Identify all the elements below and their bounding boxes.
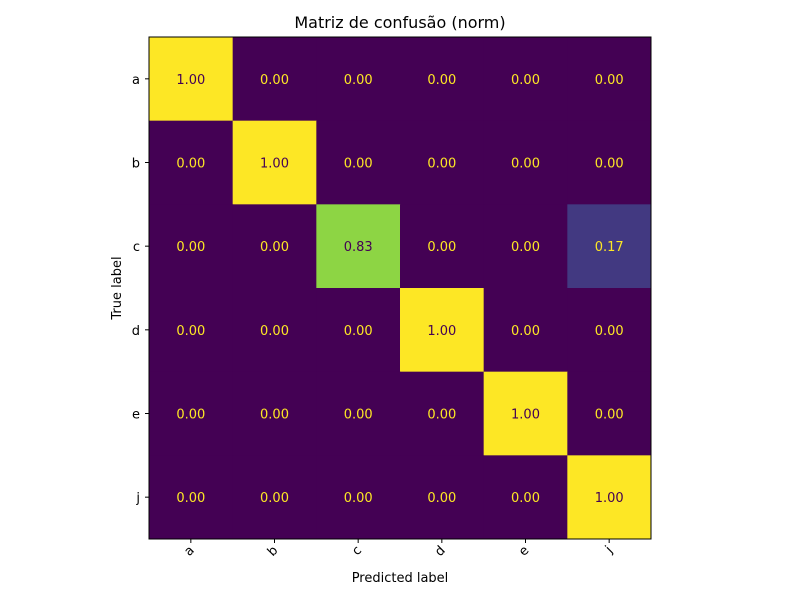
heatmap-cell xyxy=(400,455,485,540)
heatmap-cell xyxy=(400,120,485,205)
cell-value-label: 0.00 xyxy=(260,240,289,255)
heatmap-cell xyxy=(567,455,652,540)
y-tick-label: d xyxy=(132,324,140,339)
heatmap-cell xyxy=(149,455,234,540)
cell-value-label: 0.00 xyxy=(176,240,205,255)
x-tick-label: j xyxy=(602,543,616,557)
cell-value-label: 0.83 xyxy=(344,240,373,255)
heatmap-cell xyxy=(567,120,652,205)
cell-value-label: 0.00 xyxy=(595,408,624,423)
cell-value-label: 1.00 xyxy=(176,73,205,88)
heatmap-cell xyxy=(567,204,652,289)
cell-value-label: 0.00 xyxy=(511,157,540,172)
heatmap-cell xyxy=(232,455,317,540)
x-tick-label: b xyxy=(265,543,281,559)
heatmap-cell xyxy=(567,37,652,122)
heatmap-cell xyxy=(316,37,401,122)
cell-value-label: 1.00 xyxy=(427,324,456,339)
heatmap-cell xyxy=(316,455,401,540)
cell-value-label: 0.17 xyxy=(595,240,624,255)
x-tick-label: a xyxy=(181,543,197,559)
cell-value-label: 0.00 xyxy=(595,324,624,339)
heatmap-cell xyxy=(483,37,568,122)
heatmap-cell xyxy=(316,371,401,456)
y-axis-ticks: a b c d e j xyxy=(132,73,149,506)
heatmap-cell xyxy=(483,288,568,373)
cell-value-label: 0.00 xyxy=(260,73,289,88)
cell-value-label: 0.00 xyxy=(176,157,205,172)
heatmap-cell xyxy=(483,204,568,289)
cell-value-label: 0.00 xyxy=(511,240,540,255)
heatmap-cell xyxy=(400,37,485,122)
x-tick-label: c xyxy=(349,543,365,559)
cell-value-label: 0.00 xyxy=(595,73,624,88)
chart-title: Matriz de confusão (norm) xyxy=(294,13,505,32)
heatmap-cell xyxy=(232,288,317,373)
heatmap-cell xyxy=(149,204,234,289)
cell-value-label: 1.00 xyxy=(511,408,540,423)
cell-value-label: 0.00 xyxy=(511,73,540,88)
plot-frame xyxy=(148,36,652,540)
heatmap-cell xyxy=(483,371,568,456)
heatmap-cell xyxy=(149,371,234,456)
heatmap-cell xyxy=(149,37,234,122)
cell-value-label: 0.00 xyxy=(176,408,205,423)
cell-value-label: 0.00 xyxy=(260,491,289,506)
cell-value-label: 0.00 xyxy=(427,240,456,255)
cell-value-label: 1.00 xyxy=(260,157,289,172)
heatmap-cell xyxy=(567,288,652,373)
heatmap-cell xyxy=(232,120,317,205)
cell-value-label: 0.00 xyxy=(344,408,373,423)
heatmap-cell xyxy=(316,120,401,205)
cell-value-label: 0.00 xyxy=(427,491,456,506)
cell-value-label: 0.00 xyxy=(344,157,373,172)
y-tick-label: a xyxy=(132,73,140,88)
y-tick-label: j xyxy=(135,491,140,506)
heatmap-cell xyxy=(400,288,485,373)
heatmap-cell xyxy=(567,371,652,456)
heatmap-cell xyxy=(316,288,401,373)
cell-value-label: 0.00 xyxy=(344,73,373,88)
heatmap-cell xyxy=(316,204,401,289)
cell-value-label: 0.00 xyxy=(344,491,373,506)
heatmap-cell xyxy=(149,288,234,373)
x-axis-label: Predicted label xyxy=(352,571,449,586)
cell-value-label: 0.00 xyxy=(176,491,205,506)
x-tick-label: e xyxy=(516,543,532,559)
cell-value-label: 0.00 xyxy=(344,324,373,339)
cell-value-label: 0.00 xyxy=(511,324,540,339)
cell-value-label: 0.00 xyxy=(260,324,289,339)
heatmap-cell xyxy=(400,371,485,456)
heatmap-cells: 1.00 0.00 0.00 0.00 0.00 0.00 0.00 1.00 0.00 0.00… xyxy=(149,37,652,540)
cell-value-label: 0.00 xyxy=(427,73,456,88)
cell-value-label: 0.00 xyxy=(427,157,456,172)
heatmap-cell xyxy=(149,120,234,205)
cell-value-label: 0.00 xyxy=(176,324,205,339)
cell-value-label: 0.00 xyxy=(260,408,289,423)
cell-value-label: 0.00 xyxy=(427,408,456,423)
x-tick-label: d xyxy=(432,543,448,559)
heatmap-cell xyxy=(483,455,568,540)
y-tick-label: b xyxy=(132,157,140,172)
heatmap-cell xyxy=(232,204,317,289)
y-tick-label: e xyxy=(132,408,140,423)
heatmap-cell xyxy=(232,37,317,122)
y-axis-label: True label xyxy=(110,256,125,320)
cell-value-label: 0.00 xyxy=(511,491,540,506)
heatmap-cell xyxy=(232,371,317,456)
cell-value-label: 1.00 xyxy=(595,491,624,506)
y-tick-label: c xyxy=(133,240,140,255)
heatmap-cell xyxy=(483,120,568,205)
heatmap-cell xyxy=(400,204,485,289)
cell-value-label: 0.00 xyxy=(595,157,624,172)
